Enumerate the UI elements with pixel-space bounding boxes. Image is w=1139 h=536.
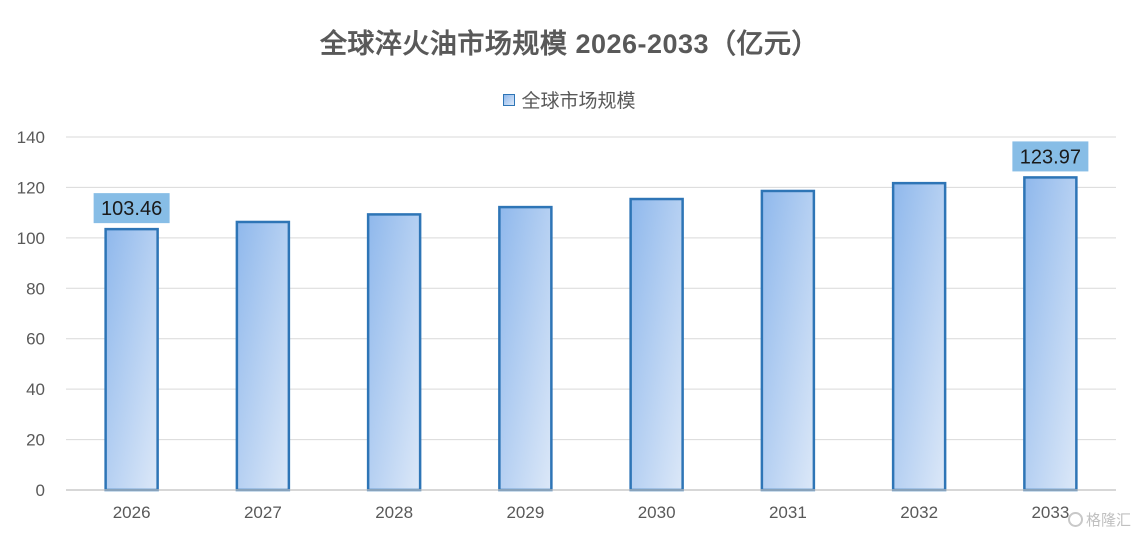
watermark-text: 格隆汇 — [1085, 512, 1131, 529]
y-tick-label: 0 — [36, 481, 45, 500]
x-tick-label: 2032 — [900, 503, 938, 522]
x-tick-label: 2027 — [244, 503, 282, 522]
bar-2031 — [760, 189, 816, 492]
legend-label: 全球市场规模 — [521, 91, 636, 112]
y-tick-label: 60 — [26, 330, 45, 349]
x-tick-label: 2028 — [375, 503, 413, 522]
data-label-box — [93, 193, 170, 224]
x-tick-label: 2026 — [113, 503, 151, 522]
data-label-box — [1012, 141, 1089, 172]
data-label: 103.46 — [101, 198, 162, 220]
y-tick-label: 80 — [26, 279, 45, 298]
y-tick-label: 40 — [26, 380, 45, 399]
legend: 全球市场规模 — [0, 86, 1139, 113]
bar-2029 — [498, 205, 553, 492]
bar-2032 — [891, 181, 947, 492]
y-tick-label: 100 — [17, 229, 45, 248]
bar-2033 — [1023, 176, 1078, 492]
y-tick-label: 120 — [17, 178, 45, 197]
y-tick-label: 20 — [26, 431, 45, 450]
bar-2030 — [629, 197, 684, 492]
x-tick-label: 2033 — [1031, 503, 1069, 522]
bar-2026 — [104, 227, 159, 492]
bar-2028 — [366, 213, 422, 492]
gelonghui-logo-icon — [1067, 512, 1083, 527]
y-tick-label: 140 — [17, 128, 45, 147]
bar-2027 — [235, 220, 291, 492]
data-label: 123.97 — [1020, 146, 1081, 168]
chart-title: 全球淬火油市场规模 2026-2033（亿元） — [319, 29, 820, 59]
watermark: 格隆汇 — [1067, 509, 1131, 530]
legend-swatch — [503, 93, 516, 106]
x-tick-label: 2031 — [769, 503, 807, 522]
x-tick-label: 2030 — [638, 503, 676, 522]
x-tick-label: 2029 — [506, 503, 544, 522]
